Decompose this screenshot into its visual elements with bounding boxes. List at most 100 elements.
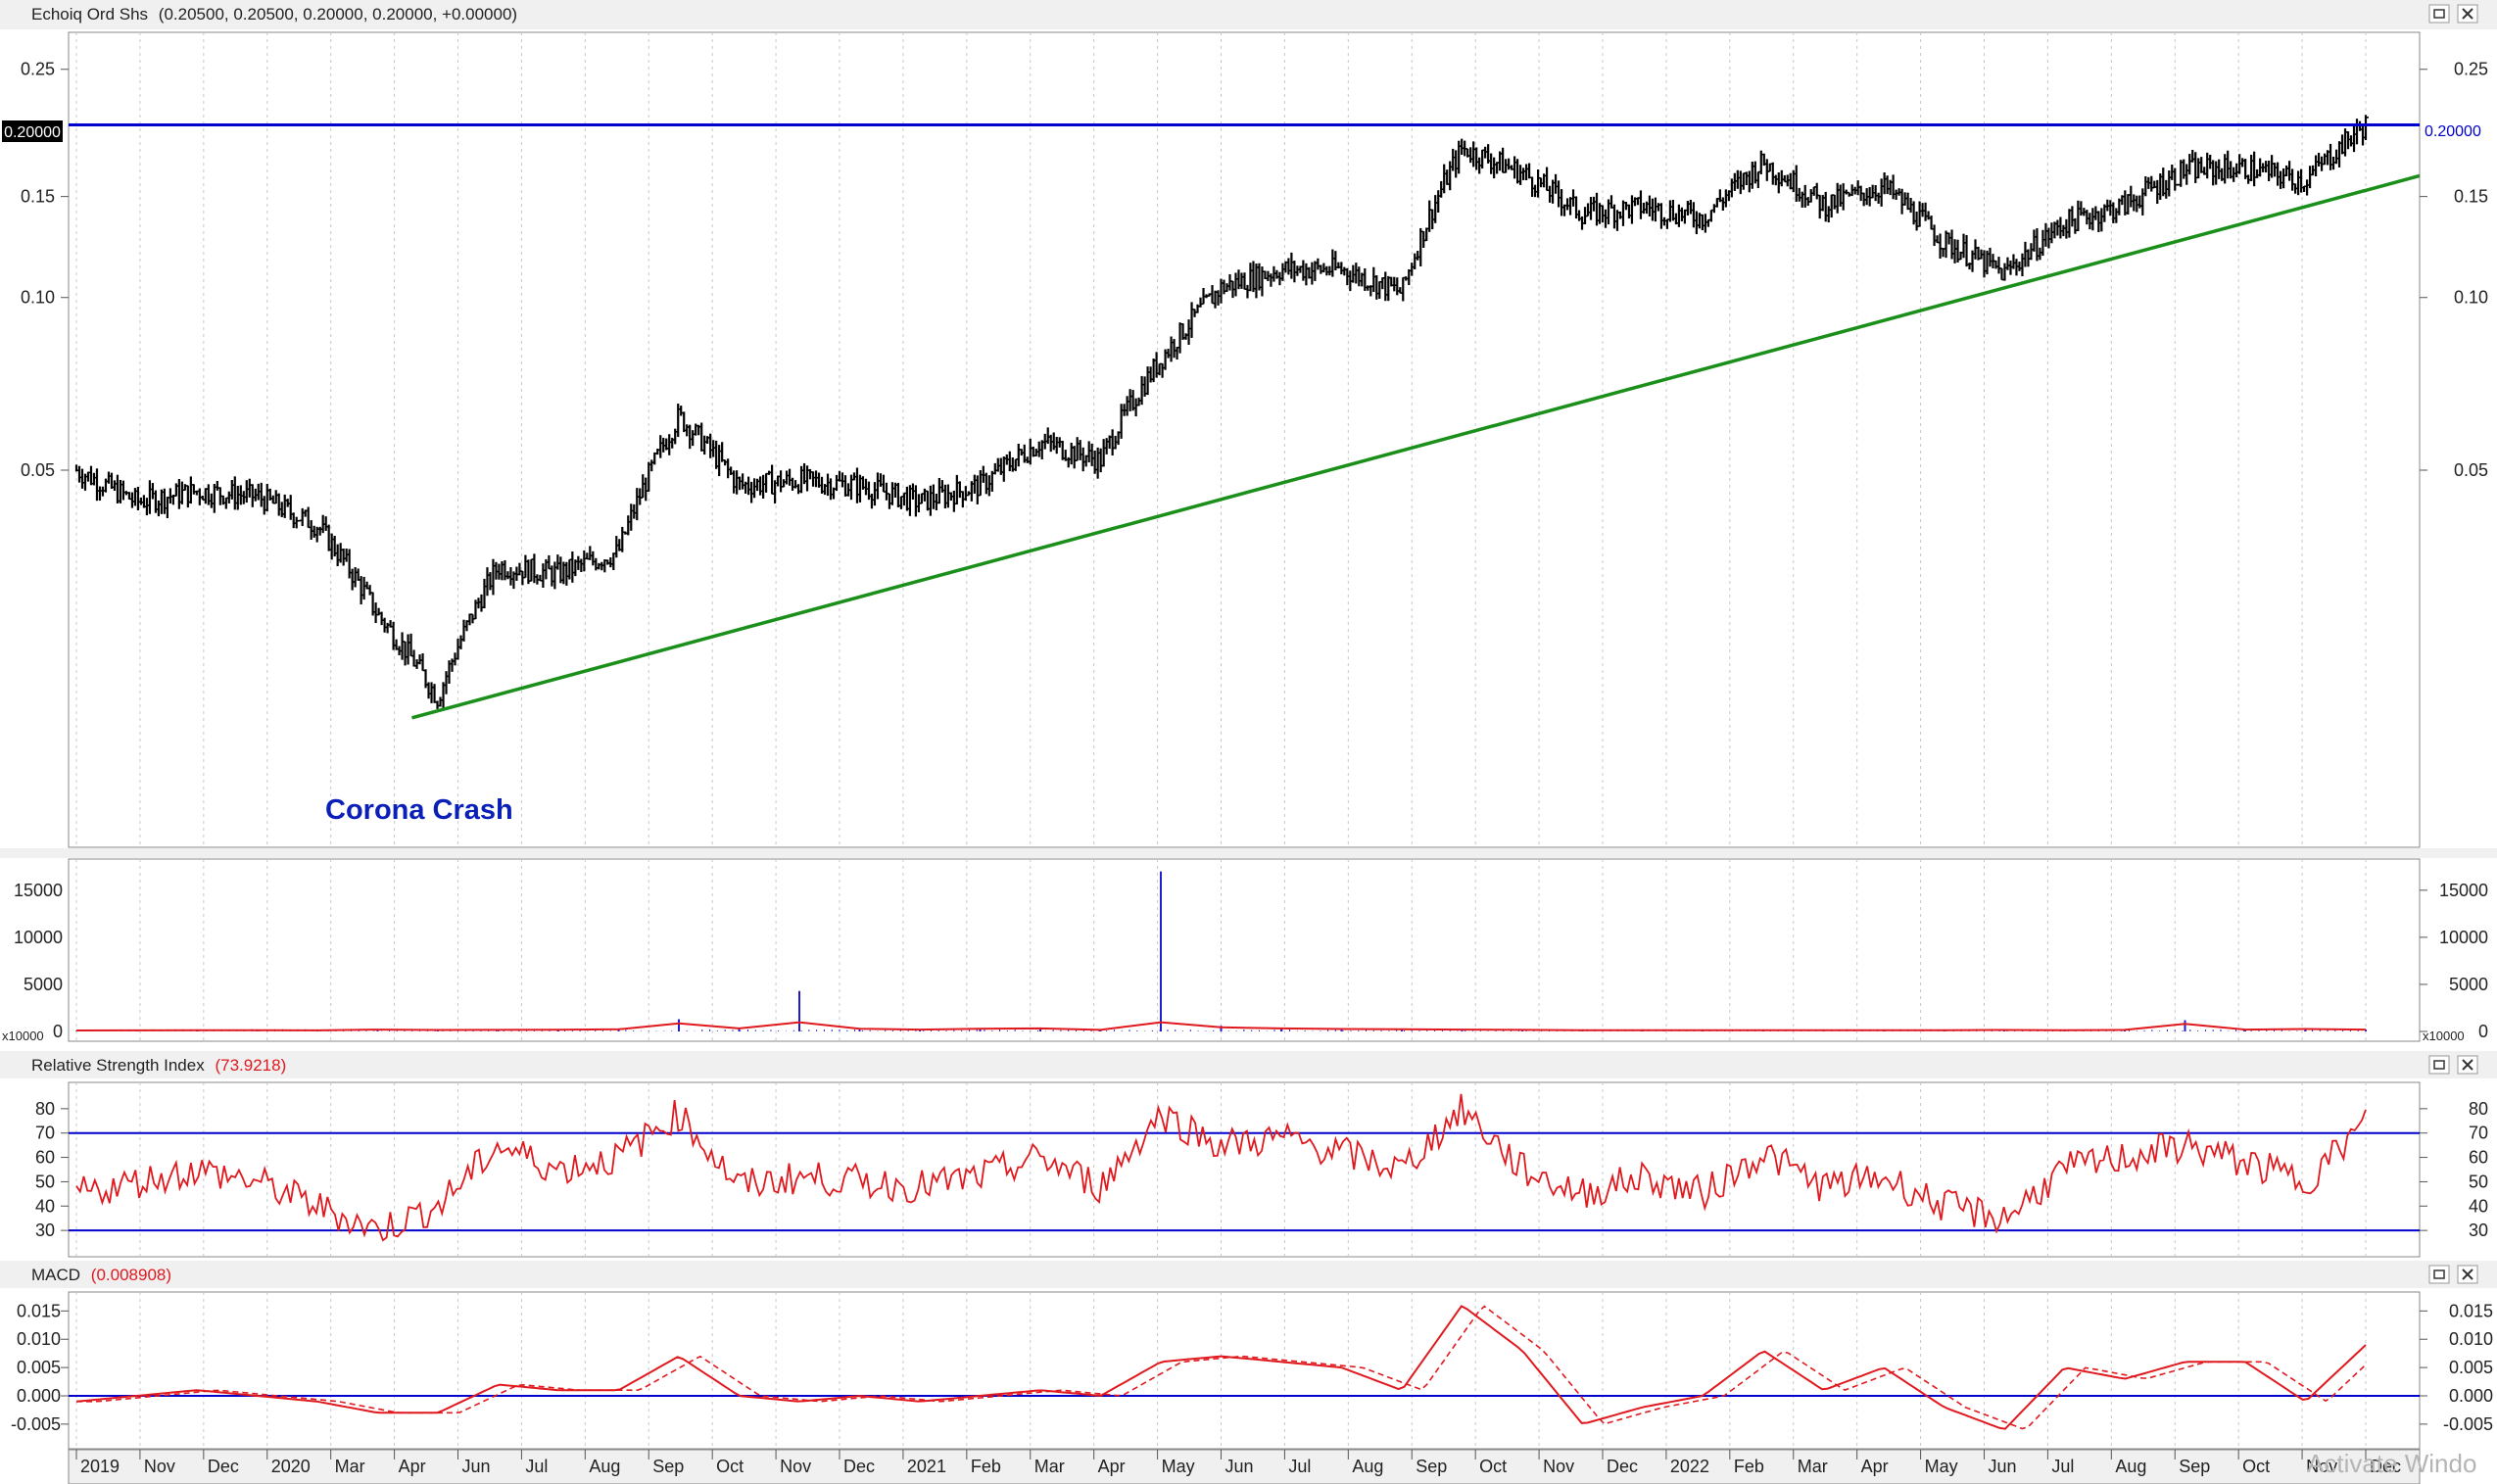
x-tick-label: Mar <box>1798 1457 1828 1476</box>
macd-plot <box>69 1305 2420 1430</box>
macd-tick-label-left: 0.010 <box>17 1329 61 1349</box>
rsi-tick-label-right: 60 <box>2469 1148 2488 1168</box>
x-tick-label: Oct <box>716 1457 744 1476</box>
rsi-panel-frame <box>68 1081 2421 1258</box>
x-tick-label: Jun <box>1989 1457 2017 1476</box>
volume-axis: 15000 15000 10000 10000 5000 5000 0 0 <box>14 881 2488 1041</box>
rsi-restore-icon[interactable] <box>2428 1055 2450 1075</box>
macd-tick-label-right: 0.005 <box>2449 1358 2493 1377</box>
volume-plot <box>75 871 2367 1031</box>
macd-restore-icon[interactable] <box>2428 1265 2450 1284</box>
x-tick-label: Sep <box>1416 1457 1447 1476</box>
volume-tick-label-right: 15000 <box>2439 881 2488 900</box>
x-tick-label: Oct <box>1479 1457 1507 1476</box>
macd-close-icon[interactable] <box>2457 1265 2478 1284</box>
macd-axis: 0.015 0.015 0.010 0.010 0.005 0.005 0.000 0.000… <box>11 1301 2493 1434</box>
rsi-panel-title: Relative Strength Index (73.9218) <box>31 1056 286 1075</box>
rsi-tick-label-left: 40 <box>35 1196 55 1216</box>
rsi-tick-label-right: 40 <box>2469 1196 2488 1216</box>
x-tick-label: 2020 <box>271 1457 311 1476</box>
price-panel-frame <box>68 31 2421 848</box>
x-tick-label: 2019 <box>80 1457 120 1476</box>
x-tick-label: Dec <box>1607 1457 1638 1476</box>
x-tick-label: Oct <box>2242 1457 2270 1476</box>
price-panel-header <box>0 0 2497 29</box>
price-tick-label-right: 0.05 <box>2454 460 2488 480</box>
volume-tick-label-left: 5000 <box>24 975 63 994</box>
macd-tick-label-left: 0.005 <box>17 1358 61 1377</box>
rsi-close-icon[interactable] <box>2457 1055 2478 1075</box>
rsi-tick-label-right: 70 <box>2469 1124 2488 1143</box>
rsi-tick-label-left: 50 <box>35 1172 55 1191</box>
x-tick-label: Apr <box>1098 1457 1126 1476</box>
price-tick-label-left: 0.10 <box>21 288 55 308</box>
macd-line <box>75 1305 2367 1430</box>
x-tick-label: Mar <box>1034 1457 1065 1476</box>
x-tick-label: Sep <box>652 1457 684 1476</box>
rsi-plot <box>69 1093 2420 1242</box>
x-tick-label: May <box>1162 1457 1195 1476</box>
rsi-tick-label-right: 80 <box>2469 1099 2488 1119</box>
x-tick-label: Aug <box>2115 1457 2146 1476</box>
macd-tick-label-right: 0.000 <box>2449 1386 2493 1406</box>
volume-panel-frame <box>68 858 2421 1042</box>
rsi-tick-label-left: 30 <box>35 1221 55 1240</box>
x-tick-label: Nov <box>780 1457 811 1476</box>
green-trend-line <box>411 173 2420 720</box>
rsi-tick-label-left: 80 <box>35 1099 55 1119</box>
last-price-label-right: 0.20000 <box>2425 123 2481 140</box>
price-tick-label-right: 0.10 <box>2454 288 2488 308</box>
vertical-grid <box>75 32 2367 1449</box>
x-tick-label: Jul <box>1288 1457 1311 1476</box>
macd-tick-label-right: 0.015 <box>2449 1301 2493 1320</box>
rsi-line <box>75 1093 2367 1242</box>
x-tick-label: 2021 <box>907 1457 946 1476</box>
x-tick-label: Sep <box>2179 1457 2210 1476</box>
volume-tick-label-right: 0 <box>2478 1022 2488 1041</box>
restore-icon[interactable] <box>2428 4 2450 24</box>
x-tick-label: Jul <box>525 1457 548 1476</box>
x-tick-label: Nov <box>144 1457 175 1476</box>
macd-panel-frame <box>68 1291 2421 1450</box>
volume-average-line <box>75 1021 2367 1031</box>
x-tick-label: Nov <box>2306 1457 2337 1476</box>
activate-windows-watermark: Activate Windo <box>2307 1449 2476 1478</box>
macd-tick-label-left: 0.015 <box>17 1301 61 1320</box>
x-tick-label: Jun <box>462 1457 491 1476</box>
volume-multiplier-right: x10000 <box>2423 1029 2465 1043</box>
rsi-tick-label-right: 30 <box>2469 1221 2488 1240</box>
macd-signal-line <box>76 1305 2367 1430</box>
macd-panel-header <box>0 1261 2497 1288</box>
x-tick-label: Aug <box>589 1457 620 1476</box>
volume-tick-label-left: 10000 <box>14 928 63 947</box>
macd-tick-label-right: 0.010 <box>2449 1329 2493 1349</box>
x-axis-strip <box>68 1449 2421 1484</box>
last-price-label-left: 0.20000 <box>2 120 63 142</box>
x-tick-label: Feb <box>971 1457 1001 1476</box>
rsi-tick-label-left: 60 <box>35 1148 55 1168</box>
x-axis: 2019 Nov Dec 2020 Mar Apr Jun Jul Aug Sep Oct Nov De… <box>75 1450 2401 1476</box>
x-tick-label: Aug <box>1352 1457 1383 1476</box>
price-axis: 0.25 0.25 0.15 0.15 0.10 0.10 0.05 0.05 <box>21 60 2488 480</box>
macd-panel-title: MACD (0.008908) <box>31 1266 171 1284</box>
panel-splitter[interactable] <box>0 848 2497 858</box>
price-tick-label-right: 0.25 <box>2454 60 2488 79</box>
volume-tick-label-right: 5000 <box>2449 975 2488 994</box>
rsi-tick-label-right: 50 <box>2469 1172 2488 1191</box>
volume-tick-label-left: 0 <box>53 1022 63 1041</box>
price-tick-label-left: 0.15 <box>21 187 55 207</box>
x-tick-label: May <box>1925 1457 1958 1476</box>
price-tick-label-right: 0.15 <box>2454 187 2488 207</box>
price-plot <box>69 115 2420 720</box>
x-tick-label: Dec <box>843 1457 875 1476</box>
macd-tick-label-left: -0.005 <box>11 1414 61 1434</box>
close-icon[interactable] <box>2457 4 2478 24</box>
macd-tick-label-right: -0.005 <box>2443 1414 2493 1434</box>
rsi-axis: 80 80 70 70 60 60 50 50 40 40 30 30 <box>35 1099 2488 1240</box>
x-tick-label: 2022 <box>1670 1457 1709 1476</box>
macd-tick-label-left: 0.000 <box>17 1386 61 1406</box>
x-tick-label: Dec <box>208 1457 239 1476</box>
price-panel-title: Echoiq Ord Shs (0.20500, 0.20500, 0.2000… <box>31 5 517 24</box>
